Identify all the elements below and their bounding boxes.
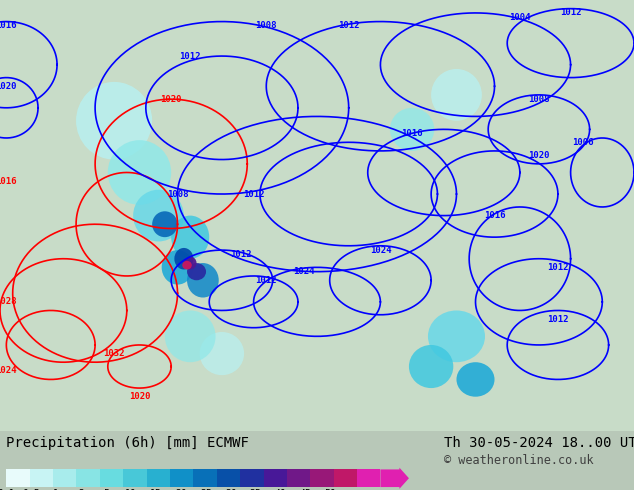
Ellipse shape <box>456 362 495 397</box>
Text: 35: 35 <box>250 489 262 490</box>
Text: 1020: 1020 <box>0 82 17 91</box>
Text: 1032: 1032 <box>103 349 125 358</box>
Ellipse shape <box>162 250 193 285</box>
Text: 1016: 1016 <box>0 22 17 30</box>
Text: 1024: 1024 <box>294 267 315 276</box>
Text: 1012: 1012 <box>179 51 201 61</box>
Ellipse shape <box>76 82 152 160</box>
Text: 20: 20 <box>175 489 187 490</box>
Bar <box>170 469 193 487</box>
Text: 1012: 1012 <box>243 190 264 198</box>
Ellipse shape <box>390 108 434 151</box>
Text: 1012: 1012 <box>256 276 277 285</box>
Bar <box>217 469 240 487</box>
Text: 0.1: 0.1 <box>0 489 15 490</box>
Text: 1012: 1012 <box>230 250 252 259</box>
Text: 1008: 1008 <box>528 95 550 104</box>
Ellipse shape <box>428 311 485 362</box>
Text: 1008: 1008 <box>256 22 277 30</box>
Text: 1012: 1012 <box>560 8 581 18</box>
Bar <box>357 469 380 487</box>
Ellipse shape <box>133 190 184 242</box>
Bar <box>193 469 217 487</box>
Text: 25: 25 <box>200 489 212 490</box>
Ellipse shape <box>171 216 209 259</box>
Bar <box>146 469 170 487</box>
Text: 15: 15 <box>150 489 162 490</box>
Bar <box>333 469 357 487</box>
Text: 5: 5 <box>103 489 109 490</box>
Ellipse shape <box>152 211 178 237</box>
Text: 1024: 1024 <box>370 245 391 255</box>
Ellipse shape <box>187 263 219 297</box>
Text: 2: 2 <box>78 489 84 490</box>
Text: © weatheronline.co.uk: © weatheronline.co.uk <box>444 454 593 467</box>
Text: 1028: 1028 <box>0 297 17 306</box>
Text: 50: 50 <box>325 489 337 490</box>
Text: 1020: 1020 <box>528 151 550 160</box>
Text: 1020: 1020 <box>129 392 150 401</box>
Ellipse shape <box>187 263 206 280</box>
FancyArrow shape <box>380 467 409 489</box>
Bar <box>287 469 310 487</box>
Text: 1016: 1016 <box>484 211 505 220</box>
Ellipse shape <box>108 140 171 205</box>
Text: 1008: 1008 <box>167 190 188 198</box>
Text: Th 30-05-2024 18..00 UTC (06+90): Th 30-05-2024 18..00 UTC (06+90) <box>444 436 634 450</box>
Text: 30: 30 <box>225 489 236 490</box>
Ellipse shape <box>165 311 216 362</box>
Text: 40: 40 <box>275 489 287 490</box>
Bar <box>240 469 264 487</box>
Ellipse shape <box>174 248 193 270</box>
Bar <box>30 469 53 487</box>
Ellipse shape <box>183 261 191 270</box>
Bar <box>100 469 123 487</box>
Ellipse shape <box>184 257 197 270</box>
Text: 1012: 1012 <box>338 22 359 30</box>
Ellipse shape <box>431 69 482 121</box>
Bar <box>6 469 30 487</box>
Text: 1012: 1012 <box>547 263 569 272</box>
Bar <box>264 469 287 487</box>
Text: 1012: 1012 <box>547 315 569 323</box>
Ellipse shape <box>409 345 453 388</box>
Text: 0.5: 0.5 <box>22 489 40 490</box>
Text: 10: 10 <box>125 489 137 490</box>
Text: 1024: 1024 <box>0 367 17 375</box>
Text: 1016: 1016 <box>0 176 17 186</box>
Text: 1020: 1020 <box>160 95 182 104</box>
Text: 1: 1 <box>53 489 59 490</box>
Bar <box>123 469 146 487</box>
Bar <box>310 469 333 487</box>
Text: Precipitation (6h) [mm] ECMWF: Precipitation (6h) [mm] ECMWF <box>6 436 249 450</box>
Text: 45: 45 <box>300 489 311 490</box>
Bar <box>77 469 100 487</box>
Text: 1016: 1016 <box>401 129 423 138</box>
Bar <box>53 469 77 487</box>
Text: 1004: 1004 <box>509 13 531 22</box>
Text: 1006: 1006 <box>573 138 594 147</box>
Ellipse shape <box>200 332 244 375</box>
